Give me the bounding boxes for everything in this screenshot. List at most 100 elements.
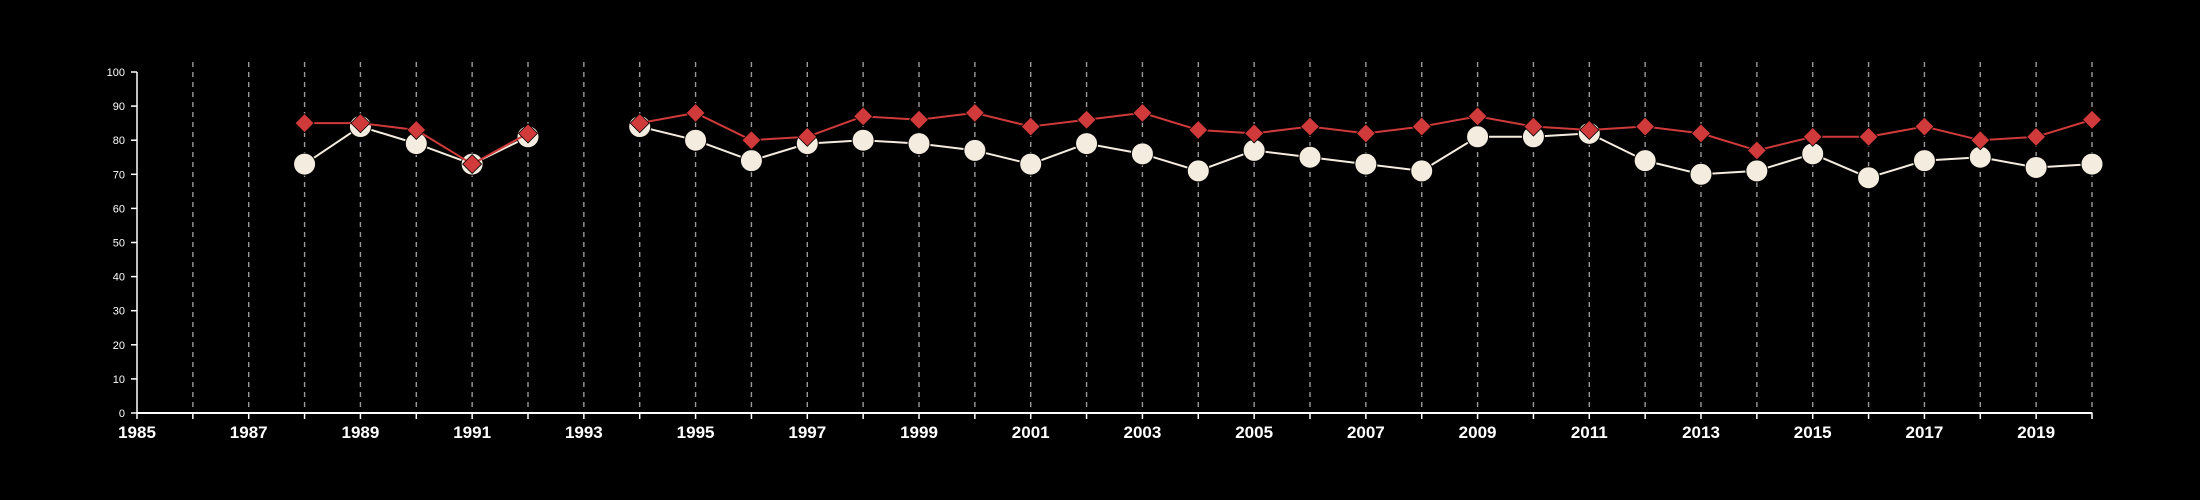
series-1-segment-2006 [1254, 125, 1311, 135]
series-1-point-2010 [1523, 116, 1544, 137]
series-1-point-2006 [1299, 116, 1321, 137]
series-1-point-2000 [964, 102, 985, 123]
y-tick-label-90: 90 [113, 101, 125, 113]
y-tick-label-70: 70 [113, 169, 125, 181]
series-1-point-2017 [1914, 116, 1935, 137]
series-1-segment-1990 [360, 122, 417, 131]
series-1-point-1989 [350, 113, 371, 134]
series-1-segment-2007 [1309, 125, 1366, 135]
series-2-point-1999 [907, 132, 931, 156]
series-1-point-1996 [741, 130, 762, 151]
x-tick-label-1997: 1997 [788, 423, 826, 442]
y-tick-label-80: 80 [113, 135, 125, 147]
series-2-point-2019 [2024, 155, 2048, 179]
series-1-segment-1995 [639, 111, 696, 125]
series-2-point-2008 [1410, 159, 1434, 183]
series-1-segment-2020 [2035, 118, 2093, 138]
series-1-point-2001 [1020, 116, 1041, 137]
series-2-point-2016 [1857, 166, 1881, 190]
series-2-point-1996 [739, 149, 763, 173]
series-1-segment-2001 [974, 111, 1031, 128]
y-tick-label-30: 30 [113, 306, 125, 318]
x-tick-label-1995: 1995 [677, 423, 715, 442]
x-tick-label-1985: 1985 [118, 423, 156, 442]
series-1-point-2008 [1411, 116, 1432, 137]
series-1-point-2015 [1802, 126, 1823, 147]
series-2-point-2000 [963, 138, 987, 162]
series-1-point-1994 [629, 113, 650, 134]
y-tick-label-20: 20 [113, 340, 125, 352]
y-tick-label-40: 40 [113, 272, 125, 284]
series-1-segment-1998 [806, 115, 864, 138]
x-tick-label-1993: 1993 [565, 423, 603, 442]
series-1-segment-2017 [1868, 125, 1925, 138]
series-2-point-2007 [1354, 152, 1378, 176]
series-2-point-2006 [1298, 145, 1322, 169]
x-tick-label-1991: 1991 [453, 423, 491, 442]
series-1-segment-2015 [1756, 135, 1813, 152]
series-group [293, 102, 2104, 190]
series-1-point-2013 [1690, 123, 1712, 144]
series-1-segment-2013 [1645, 125, 1702, 135]
series-2-point-2017 [1912, 149, 1936, 173]
series-2-point-2020 [2080, 152, 2104, 176]
series-1-point-2003 [1132, 102, 1153, 123]
series-2-point-2002 [1075, 132, 1099, 156]
series-1-point-1995 [685, 102, 706, 123]
y-tick-label-0: 0 [119, 408, 125, 420]
series-2-point-2012 [1633, 149, 1657, 173]
series-1-point-1992 [517, 123, 539, 144]
series-2-point-2001 [1019, 152, 1043, 176]
series-1-segment-2003 [1086, 111, 1143, 121]
series-1-point-2009 [1467, 106, 1488, 127]
x-tick-label-2013: 2013 [1682, 423, 1720, 442]
x-tick-label-1989: 1989 [342, 423, 380, 442]
series-1-point-2002 [1076, 109, 1097, 130]
series-1-point-2005 [1244, 123, 1265, 144]
x-tick-label-2017: 2017 [1906, 423, 1944, 442]
series-1-point-2016 [1858, 126, 1879, 147]
series-1-point-2018 [1970, 130, 1991, 151]
y-tick-label-10: 10 [113, 374, 125, 386]
series-1-point-1990 [406, 119, 427, 141]
series-2-point-1998 [851, 128, 875, 152]
series-1-segment-2000 [918, 111, 975, 121]
x-tick-label-2019: 2019 [2017, 423, 2055, 442]
series-1-point-2014 [1746, 140, 1767, 161]
series-1-segment-2008 [1365, 125, 1422, 135]
series-1-point-2019 [2026, 126, 2047, 147]
x-tick-label-1999: 1999 [900, 423, 938, 442]
series-1-point-1988 [294, 113, 315, 134]
grid-lines [192, 62, 2093, 413]
x-tick-label-2015: 2015 [1794, 423, 1832, 442]
series-1-point-2007 [1355, 123, 1376, 144]
x-tick-label-1987: 1987 [230, 423, 268, 442]
x-tick-label-2007: 2007 [1347, 423, 1385, 442]
y-tick-label-60: 60 [113, 203, 125, 215]
series-2-point-2004 [1186, 159, 1210, 183]
series-2-point-2009 [1466, 125, 1490, 149]
series-1-segment-2014 [1700, 132, 1758, 152]
series-1-segment-2002 [1030, 118, 1087, 128]
series-1-point-2004 [1188, 119, 1209, 141]
series-2-point-1988 [293, 152, 317, 176]
series-1-segment-2010 [1477, 115, 1534, 128]
x-tick-label-2011: 2011 [1571, 423, 1608, 442]
x-tick-label-2005: 2005 [1235, 423, 1273, 442]
series-2-point-2014 [1745, 159, 1769, 183]
x-tick-label-2003: 2003 [1124, 423, 1162, 442]
series-2-point-2003 [1130, 142, 1154, 166]
series-1-point-1999 [908, 109, 930, 130]
series-1-point-1991 [462, 154, 483, 175]
y-tick-label-50: 50 [113, 238, 125, 250]
series-1-segment-2004 [1142, 111, 1199, 131]
series-1-point-1997 [797, 126, 818, 147]
series-1-segment-1991 [415, 129, 473, 165]
series-2-point-2013 [1689, 162, 1713, 186]
series-1-point-2011 [1579, 119, 1600, 141]
series-1-point-2020 [2081, 109, 2103, 130]
series-1-point-1998 [853, 106, 874, 127]
series-1-segment-1996 [695, 112, 752, 142]
